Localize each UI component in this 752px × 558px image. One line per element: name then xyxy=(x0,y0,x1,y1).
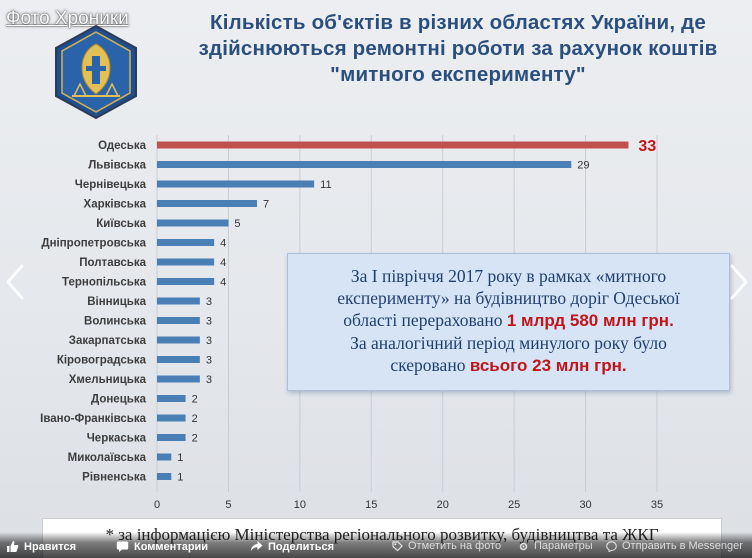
send-messenger-button[interactable]: Отправить в Messenger xyxy=(606,540,743,552)
x-tick-label: 5 xyxy=(225,499,231,511)
options-icon xyxy=(519,542,528,550)
data-label: 3 xyxy=(206,335,212,347)
comment-icon xyxy=(116,541,129,552)
data-label: 29 xyxy=(577,160,589,172)
category-label: Київська xyxy=(96,218,146,230)
comment-button[interactable]: Комментарии xyxy=(116,540,208,553)
bar xyxy=(157,434,186,441)
category-label: Миколаївська xyxy=(68,452,147,464)
x-tick-label: 30 xyxy=(579,499,591,511)
category-label: Одеська xyxy=(98,140,146,152)
category-label: Волинська xyxy=(84,316,147,328)
customs-emblem-logo xyxy=(55,24,137,120)
bar xyxy=(157,453,172,461)
data-label: 5 xyxy=(234,218,240,230)
slide-title-line-2: здійснюються ремонтні роботи за рахунок … xyxy=(198,37,718,60)
info-line-2: експерименту» на будівництво доріг Одесь… xyxy=(337,288,680,308)
category-label: Чернівецька xyxy=(75,179,147,191)
x-tick-label: 25 xyxy=(508,499,520,511)
category-label: Рівненська xyxy=(82,472,146,484)
bar xyxy=(157,258,215,266)
bar xyxy=(157,317,200,324)
send-messenger-label: Отправить в Messenger xyxy=(622,540,743,552)
category-label: Хмельницька xyxy=(69,374,147,386)
like-button[interactable]: Нравится xyxy=(6,540,76,553)
bar xyxy=(157,297,200,305)
category-label: Дніпропетровська xyxy=(41,238,146,250)
bar xyxy=(157,395,186,402)
category-label: Івано-Франківська xyxy=(40,413,146,425)
category-label: Донецька xyxy=(91,394,147,406)
category-label: Харківська xyxy=(84,199,147,211)
data-label: 1 xyxy=(177,472,183,484)
bar xyxy=(157,180,315,188)
bar xyxy=(157,356,200,363)
data-label: 2 xyxy=(192,413,198,425)
like-label: Нравится xyxy=(24,540,77,553)
category-label: Полтавська xyxy=(79,257,146,269)
tag-photo-button[interactable]: Отметить на фото xyxy=(392,540,501,552)
data-label: 4 xyxy=(220,238,226,250)
bar xyxy=(157,473,172,480)
x-tick-label: 35 xyxy=(651,499,663,511)
info-line-5-text: скеровано xyxy=(390,355,466,375)
info-line-1: За І півріччя 2017 року в рамках «митног… xyxy=(350,266,667,286)
data-label: 3 xyxy=(206,316,212,328)
options-button[interactable]: Параметры xyxy=(518,540,593,552)
x-tick-label: 20 xyxy=(437,499,449,511)
x-tick-label: 15 xyxy=(365,499,377,511)
info-line-3: області перераховано 1 млрд 580 млн грн. xyxy=(288,309,729,332)
tag-icon xyxy=(392,540,403,551)
category-label: Черкаська xyxy=(87,433,147,445)
category-label: Кіровоградська xyxy=(57,355,147,367)
bar xyxy=(157,414,186,422)
info-callout-box: За І півріччя 2017 року в рамках «митног… xyxy=(287,253,730,391)
comment-label: Комментарии xyxy=(134,540,209,553)
bar xyxy=(157,161,572,168)
data-label: 4 xyxy=(220,277,226,289)
info-line-5: скеровано всього 23 млн грн. xyxy=(288,354,729,377)
next-photo-arrow-icon[interactable] xyxy=(728,262,750,302)
data-label: 2 xyxy=(192,433,198,445)
slide-title: Кількість об'єктів в різних областях Укр… xyxy=(168,10,748,88)
data-label: 4 xyxy=(220,257,226,269)
data-label: 2 xyxy=(192,394,198,406)
slide-title-line-3: "митного експерименту" xyxy=(330,63,586,86)
data-label: 33 xyxy=(638,138,656,155)
data-label: 1 xyxy=(177,452,183,464)
data-label: 7 xyxy=(263,199,269,211)
data-label: 3 xyxy=(206,355,212,367)
bar xyxy=(157,141,629,149)
info-amount-highlight: 1 млрд 580 млн грн. xyxy=(506,311,674,330)
bar xyxy=(157,336,200,344)
info-prev-amount-highlight: всього 23 млн грн. xyxy=(469,356,627,375)
messenger-icon xyxy=(606,540,617,552)
x-tick-label: 0 xyxy=(154,499,160,511)
previous-photo-arrow-icon[interactable] xyxy=(4,262,26,302)
category-label: Закарпатська xyxy=(69,335,147,347)
share-button[interactable]: Поделиться xyxy=(250,540,334,553)
category-label: Вінницька xyxy=(87,296,146,308)
slide-title-line-1: Кількість об'єктів в різних областях Укр… xyxy=(210,11,706,34)
data-label: 3 xyxy=(206,374,212,386)
info-line-3-text: області перераховано xyxy=(343,310,503,330)
data-label: 11 xyxy=(320,179,331,191)
bar xyxy=(157,278,215,285)
tag-photo-label: Отметить на фото xyxy=(408,540,502,552)
photo-chronicle-link[interactable]: Фото Хроники xyxy=(6,8,129,29)
bar xyxy=(157,200,257,207)
bar xyxy=(157,375,200,383)
bar xyxy=(157,239,215,246)
options-label: Параметры xyxy=(534,540,593,552)
category-label: Львівська xyxy=(88,160,146,172)
share-label: Поделиться xyxy=(268,540,335,553)
like-icon xyxy=(7,541,19,552)
category-label: Тернопільська xyxy=(62,277,147,289)
share-icon xyxy=(250,541,263,551)
data-label: 3 xyxy=(206,296,212,308)
x-tick-label: 10 xyxy=(294,499,306,511)
info-line-4: За аналогічний період минулого року було xyxy=(350,333,667,353)
bar xyxy=(157,219,229,227)
